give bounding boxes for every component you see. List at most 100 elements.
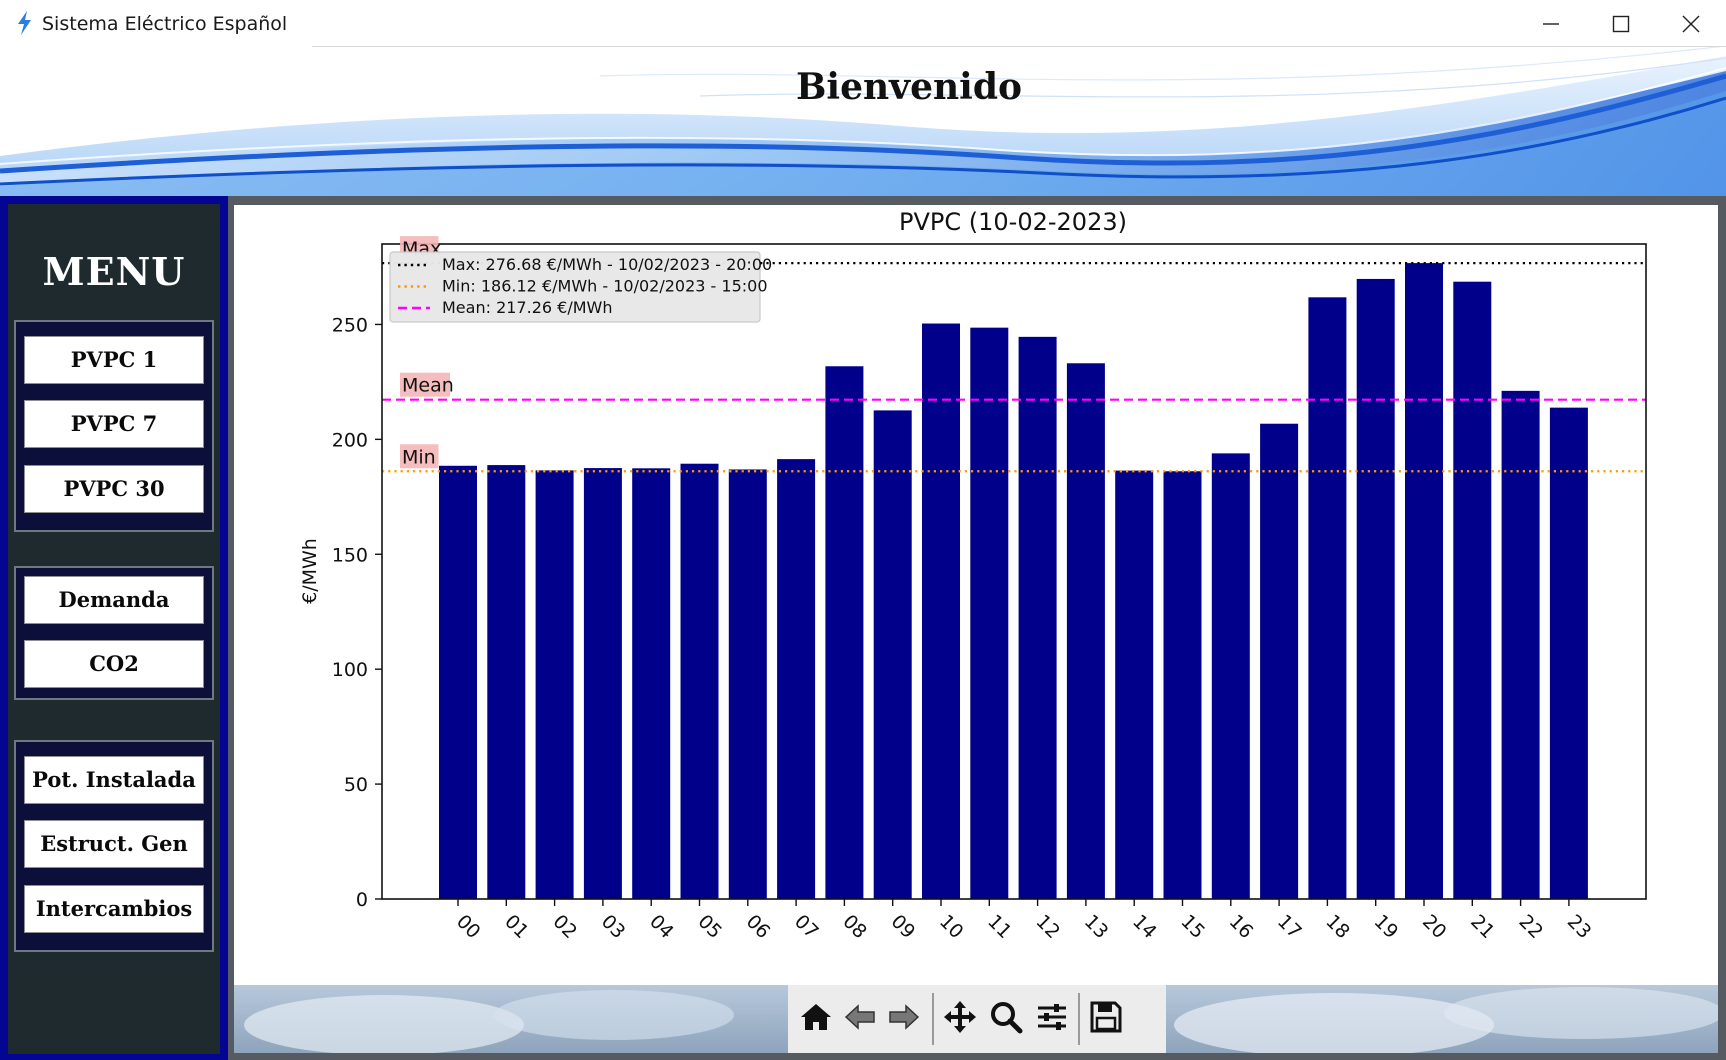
pvpc-1-button[interactable]: PVPC 1 — [24, 336, 204, 384]
x-tick-label: 11 — [983, 910, 1016, 943]
bar-13 — [1066, 363, 1105, 899]
menu-group-demand: Demanda CO2 — [14, 566, 214, 700]
maximize-icon — [1612, 15, 1630, 33]
pvpc-7-button[interactable]: PVPC 7 — [24, 400, 204, 448]
navigation-toolbar — [788, 985, 1166, 1053]
bar-01 — [487, 465, 526, 899]
x-tick-label: 22 — [1515, 910, 1548, 943]
forward-button[interactable] — [882, 995, 926, 1039]
legend-entry: Max: 276.68 €/MWh - 10/02/2023 - 20:00 — [442, 255, 772, 274]
legend-entry: Min: 186.12 €/MWh - 10/02/2023 - 15:00 — [442, 277, 768, 296]
configure-subplots-icon — [1038, 1004, 1066, 1030]
x-tick-label: 15 — [1176, 910, 1209, 943]
save-button[interactable] — [1084, 995, 1128, 1039]
x-tick-label: 18 — [1321, 910, 1354, 943]
x-tick-label: 04 — [645, 910, 678, 943]
legend-box — [389, 251, 761, 323]
pan-icon — [944, 1001, 976, 1033]
title-bar: Sistema Eléctrico Español — [0, 0, 1726, 48]
x-tick-label: 21 — [1466, 910, 1499, 943]
y-tick-label: 50 — [344, 774, 368, 796]
x-tick-label: 07 — [790, 910, 823, 943]
pvpc-bar-chart: PVPC (10-02-2023) €/MWh 0501001502002500… — [299, 208, 1647, 943]
toolbar-separator — [932, 993, 934, 1045]
y-tick-label: 100 — [332, 659, 368, 681]
bar-03 — [583, 468, 622, 899]
intercambios-button[interactable]: Intercambios — [24, 885, 204, 933]
bar-19 — [1356, 278, 1395, 899]
x-tick-label: 00 — [452, 910, 485, 943]
min-label-box — [400, 444, 439, 469]
estruct-gen-button[interactable]: Estruct. Gen — [24, 820, 204, 868]
bar-22 — [1501, 390, 1540, 899]
co2-button[interactable]: CO2 — [24, 640, 204, 688]
bar-02 — [535, 470, 574, 899]
bar-11 — [970, 327, 1009, 899]
y-tick-label: 200 — [332, 429, 368, 451]
lightning-icon — [18, 11, 31, 35]
menu-group-pvpc: PVPC 1 PVPC 7 PVPC 30 — [14, 320, 214, 532]
bar-20 — [1405, 263, 1443, 899]
pan-button[interactable] — [938, 995, 982, 1039]
bar-21 — [1453, 281, 1492, 899]
x-tick-label: 05 — [693, 910, 726, 943]
bar-04 — [632, 468, 671, 899]
bar-07 — [777, 459, 816, 899]
bar-12 — [1018, 336, 1057, 899]
maximize-button[interactable] — [1586, 0, 1656, 48]
back-icon — [844, 1004, 875, 1030]
home-button[interactable] — [794, 995, 838, 1039]
legend-entry: Mean: 217.26 €/MWh — [442, 298, 612, 317]
x-tick-label: 12 — [1032, 910, 1065, 943]
y-tick-label: 250 — [332, 314, 368, 336]
save-icon — [1090, 1001, 1122, 1033]
x-tick-label: 23 — [1563, 910, 1596, 943]
plot-canvas[interactable]: PVPC (10-02-2023) €/MWh 0 50 100 150 200 250 0… — [234, 205, 1718, 985]
toolbar-separator — [1078, 993, 1080, 1045]
close-button[interactable] — [1656, 0, 1726, 48]
page-title: Bienvenido — [795, 66, 1023, 108]
minimize-button[interactable] — [1516, 0, 1586, 48]
x-tick-label: 20 — [1418, 910, 1451, 943]
pvpc-30-button[interactable]: PVPC 30 — [24, 465, 204, 513]
x-tick-label: 16 — [1225, 910, 1258, 943]
x-tick-label: 19 — [1370, 910, 1403, 943]
bar-08 — [825, 366, 864, 899]
sidebar: MENU PVPC 1 PVPC 7 PVPC 30 Demanda CO2 P… — [0, 196, 228, 1060]
x-tick-label: 17 — [1273, 910, 1306, 943]
menu-group-generation: Pot. Instalada Estruct. Gen Intercambios — [14, 740, 214, 952]
x-tick-label: 10 — [935, 910, 968, 943]
mean-label-box — [400, 372, 450, 397]
bar-16 — [1211, 453, 1250, 899]
mean-label: Mean — [402, 375, 454, 397]
menu-title: MENU — [42, 249, 186, 294]
y-tick-label: 0 — [356, 889, 368, 911]
x-tick-label: 01 — [500, 910, 533, 943]
x-tick-label: 02 — [549, 910, 582, 943]
header-divider — [312, 46, 1726, 47]
wave-banner-image — [0, 46, 1726, 196]
bar-10 — [922, 323, 960, 899]
back-button[interactable] — [838, 995, 882, 1039]
toolbar-area — [234, 985, 1718, 1053]
pot-instalada-button[interactable]: Pot. Instalada — [24, 756, 204, 804]
zoom-button[interactable] — [984, 995, 1028, 1039]
demanda-button[interactable]: Demanda — [24, 576, 204, 624]
plot-frame — [381, 243, 1647, 900]
bar-15 — [1163, 471, 1202, 899]
close-icon — [1682, 15, 1700, 33]
forward-icon — [889, 1004, 920, 1030]
home-icon — [801, 1004, 831, 1030]
y-axis-label: €/MWh — [299, 538, 321, 604]
bar-23 — [1549, 407, 1588, 899]
minimize-icon — [1543, 23, 1559, 25]
x-tick-label: 08 — [838, 910, 871, 943]
bar-17 — [1260, 423, 1299, 899]
x-tick-label: 14 — [1128, 910, 1161, 943]
configure-subplots-button[interactable] — [1030, 995, 1074, 1039]
bar-09 — [873, 410, 912, 899]
bar-06 — [728, 469, 767, 899]
x-tick-label: 13 — [1080, 910, 1113, 943]
min-label: Min — [402, 446, 436, 468]
